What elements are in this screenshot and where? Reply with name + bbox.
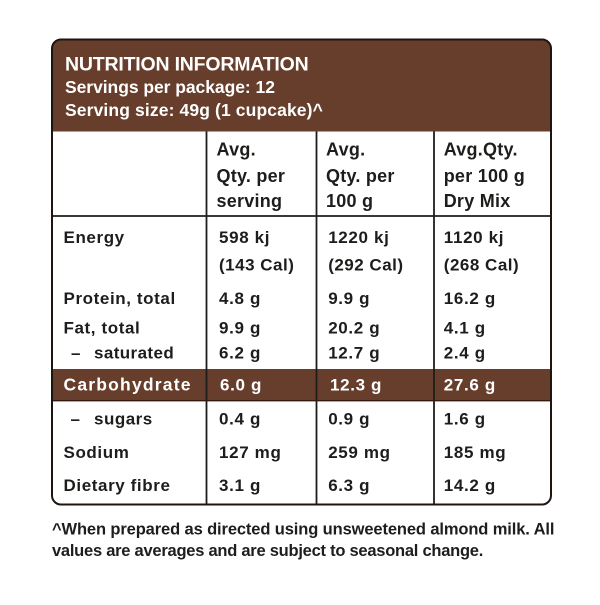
svg-text:12.7 g: 12.7 g bbox=[328, 344, 380, 363]
svg-text:–: – bbox=[71, 344, 80, 363]
svg-text:Qty. per: Qty. per bbox=[217, 166, 286, 186]
svg-text:Sodium: Sodium bbox=[64, 443, 130, 462]
svg-text:Energy: Energy bbox=[64, 228, 125, 247]
svg-text:20.2 g: 20.2 g bbox=[328, 319, 380, 338]
svg-text:1220 kj: 1220 kj bbox=[328, 228, 389, 247]
svg-text:Servings per package: 12: Servings per package: 12 bbox=[65, 77, 275, 97]
svg-text:Avg.Qty.: Avg.Qty. bbox=[444, 140, 518, 160]
svg-text:127 mg: 127 mg bbox=[219, 443, 282, 462]
svg-text:0.4 g: 0.4 g bbox=[219, 410, 261, 429]
svg-text:–: – bbox=[71, 410, 80, 429]
svg-text:16.2 g: 16.2 g bbox=[444, 289, 496, 308]
svg-text:values are averages and are su: values are averages and are subject to s… bbox=[52, 542, 483, 560]
svg-text:259 mg: 259 mg bbox=[328, 443, 391, 462]
svg-text:Avg.: Avg. bbox=[217, 140, 256, 160]
svg-text:185 mg: 185 mg bbox=[444, 443, 507, 462]
svg-text:2.4 g: 2.4 g bbox=[444, 344, 486, 363]
svg-text:14.2 g: 14.2 g bbox=[444, 476, 496, 495]
svg-text:9.9 g: 9.9 g bbox=[328, 289, 370, 308]
svg-text:^When prepared as directed usi: ^When prepared as directed using unsweet… bbox=[52, 521, 554, 539]
svg-text:(292 Cal): (292 Cal) bbox=[328, 256, 403, 275]
svg-text:Fat, total: Fat, total bbox=[64, 319, 141, 338]
svg-text:(268 Cal): (268 Cal) bbox=[444, 256, 519, 275]
svg-text:Dry Mix: Dry Mix bbox=[444, 191, 511, 211]
svg-text:4.1 g: 4.1 g bbox=[444, 319, 486, 338]
svg-text:Qty. per: Qty. per bbox=[326, 166, 395, 186]
svg-text:per 100 g: per 100 g bbox=[444, 166, 525, 186]
svg-text:12.3 g: 12.3 g bbox=[330, 376, 382, 395]
svg-text:Protein, total: Protein, total bbox=[64, 289, 176, 308]
svg-text:4.8 g: 4.8 g bbox=[219, 289, 261, 308]
svg-text:saturated: saturated bbox=[94, 344, 174, 363]
svg-text:3.1 g: 3.1 g bbox=[219, 476, 261, 495]
svg-text:Serving size: 49g (1 cupcake)^: Serving size: 49g (1 cupcake)^ bbox=[65, 100, 323, 120]
svg-text:1120 kj: 1120 kj bbox=[444, 228, 504, 247]
svg-text:27.6 g: 27.6 g bbox=[444, 376, 496, 395]
svg-text:6.2 g: 6.2 g bbox=[219, 344, 261, 363]
svg-text:6.0 g: 6.0 g bbox=[220, 376, 262, 395]
svg-text:Carbohydrate: Carbohydrate bbox=[64, 375, 192, 395]
svg-text:NUTRITION INFORMATION: NUTRITION INFORMATION bbox=[65, 54, 309, 76]
svg-text:Dietary fibre: Dietary fibre bbox=[64, 476, 171, 495]
svg-text:9.9 g: 9.9 g bbox=[219, 319, 261, 338]
svg-text:sugars: sugars bbox=[94, 410, 153, 429]
svg-text:(143 Cal): (143 Cal) bbox=[219, 256, 294, 275]
svg-text:598 kj: 598 kj bbox=[219, 228, 270, 247]
svg-text:1.6 g: 1.6 g bbox=[444, 410, 486, 429]
svg-text:0.9 g: 0.9 g bbox=[328, 410, 370, 429]
svg-text:serving: serving bbox=[217, 191, 283, 211]
svg-text:100 g: 100 g bbox=[326, 191, 373, 211]
svg-text:6.3 g: 6.3 g bbox=[328, 476, 370, 495]
svg-text:Avg.: Avg. bbox=[326, 140, 365, 160]
